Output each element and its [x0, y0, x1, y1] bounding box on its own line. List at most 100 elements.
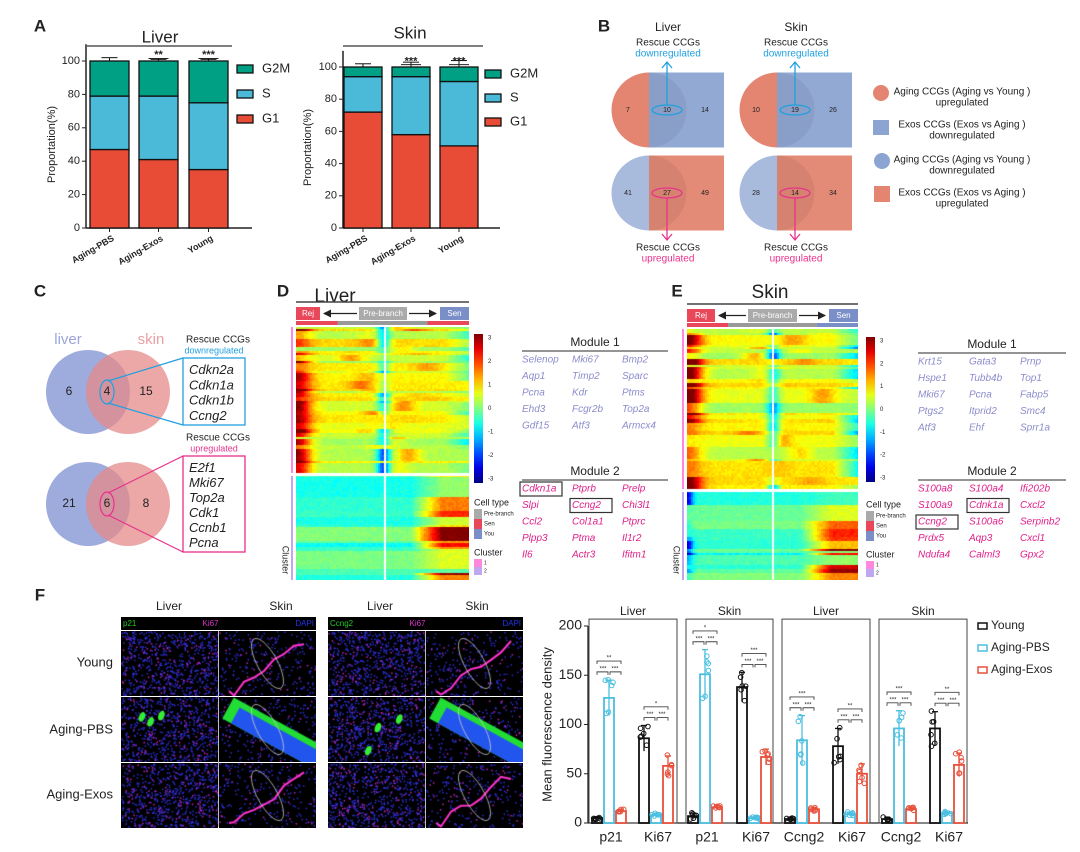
- significance-stars: ***: [798, 691, 806, 697]
- colorbar-tick-label: 2: [488, 359, 492, 365]
- significance-stars: ***: [646, 712, 654, 718]
- legend-line1: Exos CCGs (Exos vs Aging ): [898, 120, 1025, 131]
- y-tick-label: 40: [325, 158, 337, 170]
- gene-name: Ptms: [622, 388, 645, 399]
- module-title: Module 1: [967, 337, 1017, 351]
- venn-count-overlap: 19: [791, 107, 799, 114]
- x-tick-label: Ki67: [935, 829, 963, 845]
- data-point: [795, 718, 802, 725]
- micrograph-young-skin: [426, 631, 523, 696]
- bar-segment-s: [343, 76, 383, 113]
- cell-type-swatch: [474, 519, 482, 529]
- gene-name: S100a4: [969, 484, 1004, 495]
- data-point: [759, 748, 766, 755]
- gene-name: Sparc: [622, 371, 648, 382]
- colorbar-tick-label: 3: [880, 339, 884, 345]
- x-tick-label: p21: [599, 829, 623, 845]
- venn-tissue-title: Liver: [655, 20, 681, 34]
- data-point: [798, 751, 804, 757]
- data-point: [765, 759, 772, 766]
- celltype-strip-sen: [427, 321, 469, 325]
- colorbar-tick-label: 0: [880, 407, 884, 413]
- significance-stars: ***: [744, 659, 752, 665]
- bar-segment-g2m: [343, 66, 383, 78]
- venn-overlap: [777, 72, 815, 148]
- significance-stars: ***: [792, 702, 800, 708]
- upregulated-label: upregulated: [642, 254, 695, 265]
- cell-type-label: Sen: [876, 524, 887, 530]
- cluster-label: 1: [876, 562, 879, 568]
- arrow-left-head: [323, 309, 331, 318]
- cluster-legend-title: Cluster: [866, 549, 895, 559]
- bar-segment-g1: [439, 145, 479, 229]
- data-point: [615, 808, 622, 815]
- bar-segment-s: [188, 102, 229, 171]
- data-point: [645, 723, 651, 730]
- data-point: [687, 816, 694, 822]
- gene-name: Krt15: [918, 357, 942, 368]
- venn-half-circle: [611, 72, 649, 148]
- bar-segment-g2m: [89, 60, 130, 97]
- data-point: [705, 667, 712, 674]
- gene-name: Pcna: [969, 390, 992, 401]
- venn-count-overlap: 27: [663, 190, 671, 197]
- venn-count-liver: 6: [66, 384, 73, 398]
- colorbar-tick-label: -1: [488, 430, 494, 436]
- pre-branch-label: Pre-branch: [363, 309, 403, 318]
- venn-square: [777, 72, 852, 148]
- y-tick-label: 50: [566, 764, 582, 780]
- data-point: [928, 708, 935, 714]
- column-header: Skin: [269, 599, 292, 613]
- column-header: Skin: [465, 599, 488, 613]
- data-point: [861, 780, 868, 787]
- gene-name: Ehf: [969, 423, 985, 434]
- venn-tissue-title: Skin: [784, 20, 807, 34]
- gene-name: Cdk1: [189, 505, 219, 520]
- bar-segment-g2m: [188, 60, 229, 104]
- significance-bracket-top: [692, 630, 718, 634]
- y-tick-label: 40: [68, 155, 80, 167]
- micrograph-aging-exos-skin: [426, 763, 523, 828]
- legend-swatch-g1: [236, 114, 254, 124]
- cluster-bar-2: [682, 492, 684, 580]
- cell-type-swatch: [866, 511, 874, 521]
- x-tick-label: Young: [186, 233, 215, 255]
- celltype-strip-sen: [816, 323, 858, 327]
- gene-name: Pcna: [522, 388, 545, 399]
- cell-type-label: Pre-branch: [876, 514, 906, 520]
- gene-name: Ccng2: [572, 500, 601, 511]
- celltype-strip-rej: [687, 323, 729, 327]
- gene-name: Chi3l1: [622, 500, 650, 511]
- module-title: Module 1: [570, 335, 620, 349]
- gene-name: Kdr: [572, 388, 588, 399]
- data-point: [605, 676, 611, 683]
- cell-type-swatch: [474, 529, 482, 539]
- gene-name: Tubb4b: [969, 373, 1003, 384]
- stain-label-p21: p21: [123, 619, 137, 628]
- x-tick-label: Ccng2: [784, 829, 825, 845]
- bar-segment-g1: [391, 133, 431, 229]
- data-point: [956, 770, 963, 776]
- venn-half-circle: [739, 72, 777, 148]
- data-point: [704, 659, 710, 665]
- legend-swatch-g2m: [236, 64, 254, 74]
- x-tick-label: Ki67: [838, 829, 866, 845]
- significance-stars: ***: [695, 636, 703, 642]
- heatmap-liver: [296, 327, 469, 580]
- significance-stars: ***: [756, 659, 764, 665]
- bar-aging-pbs: [603, 697, 615, 824]
- venn-count-left: 28: [752, 190, 760, 197]
- chart-title: Skin: [393, 23, 426, 42]
- gene-name: Pcna: [189, 535, 219, 550]
- legend-line2: upregulated: [936, 199, 989, 210]
- significance-stars: **: [607, 656, 612, 662]
- legend-label: G2M: [510, 65, 538, 80]
- data-point: [738, 669, 745, 676]
- data-point: [766, 756, 773, 762]
- gene-name: Ccng2: [189, 408, 227, 423]
- facet-frame: [588, 618, 678, 824]
- legend-line1: Aging CCGs (Aging vs Young ): [894, 87, 1031, 98]
